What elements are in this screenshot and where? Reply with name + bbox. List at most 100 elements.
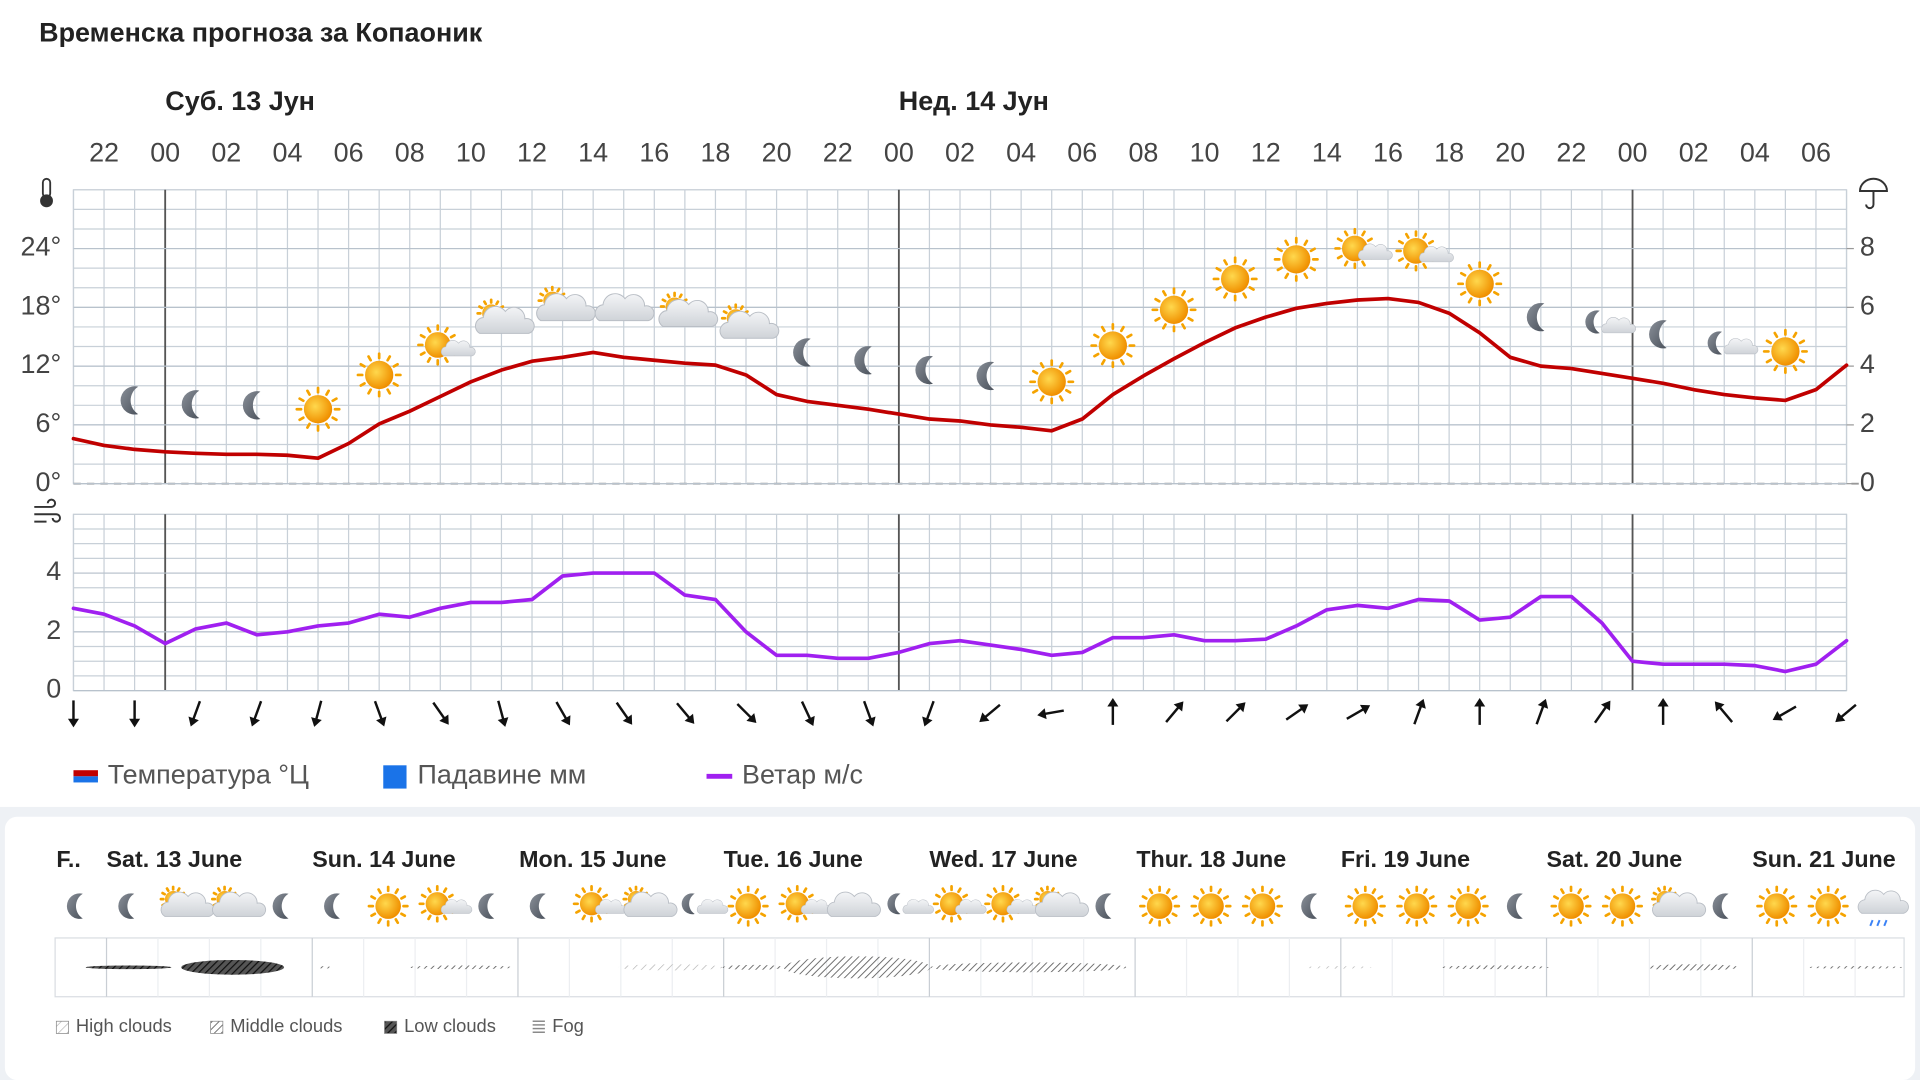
moon bbox=[681, 893, 695, 915]
sun-ray bbox=[1765, 918, 1771, 925]
day-label: Wed. 17 June bbox=[929, 846, 1077, 872]
sun-ray bbox=[1343, 260, 1349, 267]
sun-ray bbox=[370, 912, 377, 918]
sun-ray bbox=[1244, 912, 1251, 918]
wind-arrow-head bbox=[1474, 697, 1486, 707]
y-tick-label: 6° bbox=[35, 408, 61, 438]
sun-ray bbox=[400, 912, 407, 918]
wind-arrow bbox=[615, 701, 633, 725]
wind-arrow bbox=[555, 701, 571, 726]
rain-drop bbox=[1876, 919, 1881, 927]
weather-icon bbox=[367, 885, 409, 927]
cloud bbox=[212, 891, 267, 917]
sun-ray bbox=[1148, 918, 1154, 925]
cloud-cover bbox=[318, 966, 331, 969]
weather-icon bbox=[1506, 893, 1523, 919]
moon bbox=[272, 893, 289, 919]
sun-ray bbox=[1398, 895, 1405, 900]
legend-icon bbox=[384, 1020, 398, 1034]
sun-ray bbox=[992, 887, 998, 894]
sun-ray bbox=[1450, 912, 1457, 918]
weather-icon bbox=[658, 291, 719, 328]
weather-icon bbox=[572, 884, 627, 923]
sun-ray bbox=[1758, 912, 1765, 918]
sun-ray bbox=[1792, 331, 1798, 339]
sun-ray bbox=[1634, 912, 1641, 918]
sun-ray bbox=[1248, 266, 1255, 272]
moon bbox=[887, 893, 901, 915]
moon bbox=[1506, 893, 1523, 919]
sun-ray bbox=[1274, 912, 1281, 918]
sun-ray bbox=[737, 918, 742, 925]
weather-icon bbox=[1756, 885, 1798, 927]
sun-ray bbox=[394, 888, 400, 895]
sun-ray bbox=[1200, 918, 1205, 925]
wind-arrow bbox=[1225, 702, 1246, 723]
sun-ray bbox=[1604, 895, 1611, 900]
sun-ray bbox=[1242, 259, 1248, 266]
weather-icon bbox=[418, 884, 473, 923]
sun-ray bbox=[1039, 362, 1045, 369]
weather-icon bbox=[181, 390, 200, 419]
sun-ray bbox=[1628, 888, 1634, 895]
sun-ray bbox=[1148, 888, 1154, 895]
cloud bbox=[594, 293, 655, 322]
y-tick-label: 2 bbox=[46, 615, 61, 645]
sun-ray bbox=[1783, 888, 1788, 895]
wind-arrow-head bbox=[1235, 702, 1246, 713]
legend-swatch bbox=[73, 770, 98, 777]
sun-ray bbox=[1773, 364, 1779, 372]
wind-arrow bbox=[1772, 705, 1797, 721]
wind-arrow-head bbox=[622, 714, 633, 725]
cloud bbox=[440, 899, 473, 914]
sun-ray bbox=[1474, 888, 1480, 895]
weather-icon bbox=[242, 391, 261, 420]
sun-ray bbox=[377, 918, 382, 925]
x-tick-label: 14 bbox=[1312, 137, 1342, 167]
sun-ray bbox=[639, 887, 644, 893]
sun-ray bbox=[1628, 918, 1634, 925]
wind-arrow-head bbox=[1037, 708, 1047, 720]
sun-ray bbox=[420, 909, 427, 914]
sun-ray bbox=[1577, 888, 1582, 895]
sun-ray bbox=[306, 389, 311, 396]
wind-arrow bbox=[1474, 697, 1486, 725]
x-tick-label: 22 bbox=[823, 137, 853, 167]
x-tick-label: 00 bbox=[150, 137, 180, 167]
sun-disc bbox=[1220, 264, 1250, 294]
sun-ray bbox=[1474, 918, 1480, 925]
line-series bbox=[71, 571, 1849, 674]
sun-ray bbox=[1450, 895, 1457, 900]
sun-ray bbox=[678, 293, 683, 299]
sun-ray bbox=[1361, 230, 1366, 237]
sun-ray bbox=[1347, 912, 1354, 918]
sun-ray bbox=[1154, 316, 1161, 322]
wind-arrow-head bbox=[1835, 712, 1846, 723]
cloud bbox=[623, 891, 678, 917]
sun-ray bbox=[666, 293, 671, 299]
sun-ray bbox=[1251, 918, 1257, 925]
sun-ray bbox=[1783, 918, 1788, 925]
x-tick-label: 02 bbox=[1679, 137, 1709, 167]
sun-ray bbox=[1354, 918, 1359, 925]
sun-ray bbox=[377, 888, 382, 895]
sun-ray bbox=[1141, 895, 1148, 900]
weather-icon bbox=[295, 386, 341, 432]
cloud-cover bbox=[618, 964, 723, 971]
sun-ray bbox=[400, 895, 407, 900]
wind-arrow bbox=[497, 700, 509, 727]
sun-ray bbox=[1309, 247, 1316, 253]
sun-ray bbox=[802, 887, 808, 894]
cloud-legend-label: Fog bbox=[552, 1015, 584, 1036]
legend-label: Ветар м/с bbox=[742, 759, 863, 789]
sun-ray bbox=[386, 355, 392, 362]
sun-ray bbox=[1284, 239, 1290, 246]
x-tick-label: 02 bbox=[211, 137, 241, 167]
weather-icon bbox=[1707, 331, 1759, 355]
moon bbox=[1712, 893, 1729, 919]
sun-disc bbox=[1159, 295, 1189, 324]
legend-icon bbox=[210, 1020, 224, 1034]
weather-icon bbox=[1334, 227, 1393, 270]
y-tick-label: 0° bbox=[35, 467, 61, 497]
